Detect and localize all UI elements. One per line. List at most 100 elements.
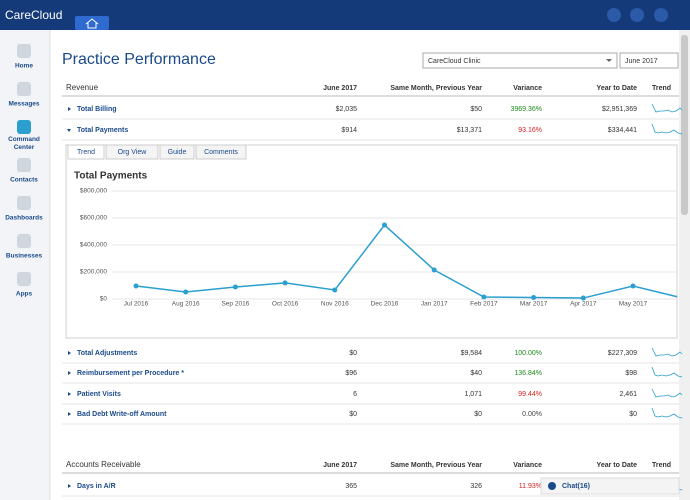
plot (133, 222, 677, 301)
tab-label[interactable]: Guide (168, 149, 187, 156)
alert-icon[interactable] (607, 8, 621, 22)
tab[interactable] (105, 144, 159, 160)
row-label[interactable]: Total Billing (77, 106, 117, 113)
point (630, 283, 636, 289)
cell: 0.00% (522, 411, 542, 418)
cell: $227,309 (608, 350, 637, 357)
expand-caret[interactable] (68, 351, 71, 355)
chat-label[interactable]: Chat(16) (562, 483, 590, 490)
x-tick-label: Mar 2017 (520, 301, 548, 308)
tab[interactable] (67, 144, 105, 160)
chat-icon (548, 482, 556, 490)
nav-label[interactable]: Businesses (6, 253, 43, 260)
cell: 11.93% (519, 483, 542, 490)
row-label[interactable]: Total Payments (77, 127, 128, 134)
nav-label[interactable]: Dashboards (5, 215, 43, 222)
column-header: Variance (513, 462, 542, 469)
cell: $334,441 (608, 127, 637, 134)
chat-button[interactable] (540, 477, 680, 495)
cell: 100.00% (514, 350, 542, 357)
row-label[interactable]: Days in A/R (77, 483, 116, 490)
tab[interactable] (195, 144, 247, 160)
clinic-select[interactable] (422, 52, 618, 69)
caret (606, 59, 612, 62)
sparkline (651, 123, 683, 135)
cell: 365 (345, 483, 357, 490)
period-select[interactable] (619, 52, 679, 69)
line (135, 223, 677, 299)
top-bar (0, 0, 690, 30)
column-header: Year to Date (597, 462, 638, 469)
clinic-value[interactable]: CareCloud Clinic (428, 58, 481, 65)
nav-label[interactable]: Messages (8, 101, 39, 108)
sparkline (651, 407, 683, 419)
y-tick-label: $200,000 (80, 269, 107, 276)
expand-caret[interactable] (68, 392, 71, 396)
cell: $96 (345, 370, 357, 377)
nav-label[interactable]: Command Center (8, 136, 40, 151)
nav-label[interactable]: Apps (16, 291, 33, 298)
row-label[interactable]: Reimbursement per Procedure * (77, 370, 184, 377)
cell: 6 (353, 391, 357, 398)
expand-caret[interactable] (68, 412, 71, 416)
nav-icon[interactable] (17, 272, 31, 286)
period-value[interactable]: June 2017 (625, 58, 658, 65)
cell: $13,371 (457, 127, 482, 134)
nav-icon[interactable] (17, 44, 31, 58)
scroll-thumb[interactable] (681, 35, 688, 215)
home-tab[interactable] (75, 16, 109, 30)
lock-icon[interactable] (654, 8, 668, 22)
nav-icon[interactable] (17, 234, 31, 248)
cell: $98 (625, 370, 637, 377)
column-header: June 2017 (323, 462, 357, 469)
point (580, 295, 586, 301)
nav-icon[interactable] (17, 196, 31, 210)
cell: 3969.36% (510, 106, 542, 113)
column-header: June 2017 (323, 85, 357, 92)
sparkline (651, 366, 683, 378)
cell: 93.16% (518, 127, 542, 134)
sparkline (651, 103, 683, 113)
row-label[interactable]: Total Adjustments (77, 350, 137, 357)
expand-caret[interactable] (68, 107, 71, 111)
point (531, 295, 537, 301)
cell: $2,035 (336, 106, 358, 113)
nav-label[interactable]: Contacts (10, 177, 38, 184)
expand-caret[interactable] (67, 129, 71, 132)
nav-icon[interactable] (17, 158, 31, 172)
chart-title: Total Payments (74, 171, 148, 182)
x-tick-label: Dec 2016 (371, 301, 399, 308)
cell: 136.84% (514, 370, 542, 377)
tab-label[interactable]: Comments (204, 149, 238, 156)
tab-label[interactable]: Trend (77, 149, 95, 156)
cell: $0 (349, 411, 357, 418)
x-tick-label: Nov 2016 (321, 301, 349, 308)
point (282, 280, 288, 286)
sparkline (651, 388, 683, 398)
nav-label[interactable]: Home (15, 63, 33, 70)
cell: $9,584 (461, 350, 483, 357)
expand-caret[interactable] (68, 371, 71, 375)
x-tick-label: Jul 2016 (124, 301, 149, 308)
nav-icon[interactable] (17, 120, 31, 134)
column-header: Accounts Receivable (66, 460, 141, 469)
row-label[interactable]: Bad Debt Write-off Amount (77, 411, 167, 418)
cell: $2,951,369 (602, 106, 637, 113)
sidebar (0, 30, 50, 500)
column-header: Year to Date (597, 85, 638, 92)
nav-icon[interactable] (17, 82, 31, 96)
row-label[interactable]: Patient Visits (77, 391, 121, 398)
tab[interactable] (159, 144, 195, 160)
expand-caret[interactable] (68, 484, 71, 488)
home-icon (85, 18, 99, 29)
tab-label[interactable]: Org View (118, 149, 148, 156)
robot-icon[interactable] (630, 8, 644, 22)
x-tick-label: Sep 2016 (221, 301, 249, 308)
point (232, 284, 238, 290)
cell: $50 (470, 106, 482, 113)
y-tick-label: $400,000 (80, 242, 107, 249)
x-tick-label: Apr 2017 (570, 301, 597, 308)
x-tick-label: May 2017 (619, 301, 648, 308)
logo: CareCloud (5, 8, 62, 22)
